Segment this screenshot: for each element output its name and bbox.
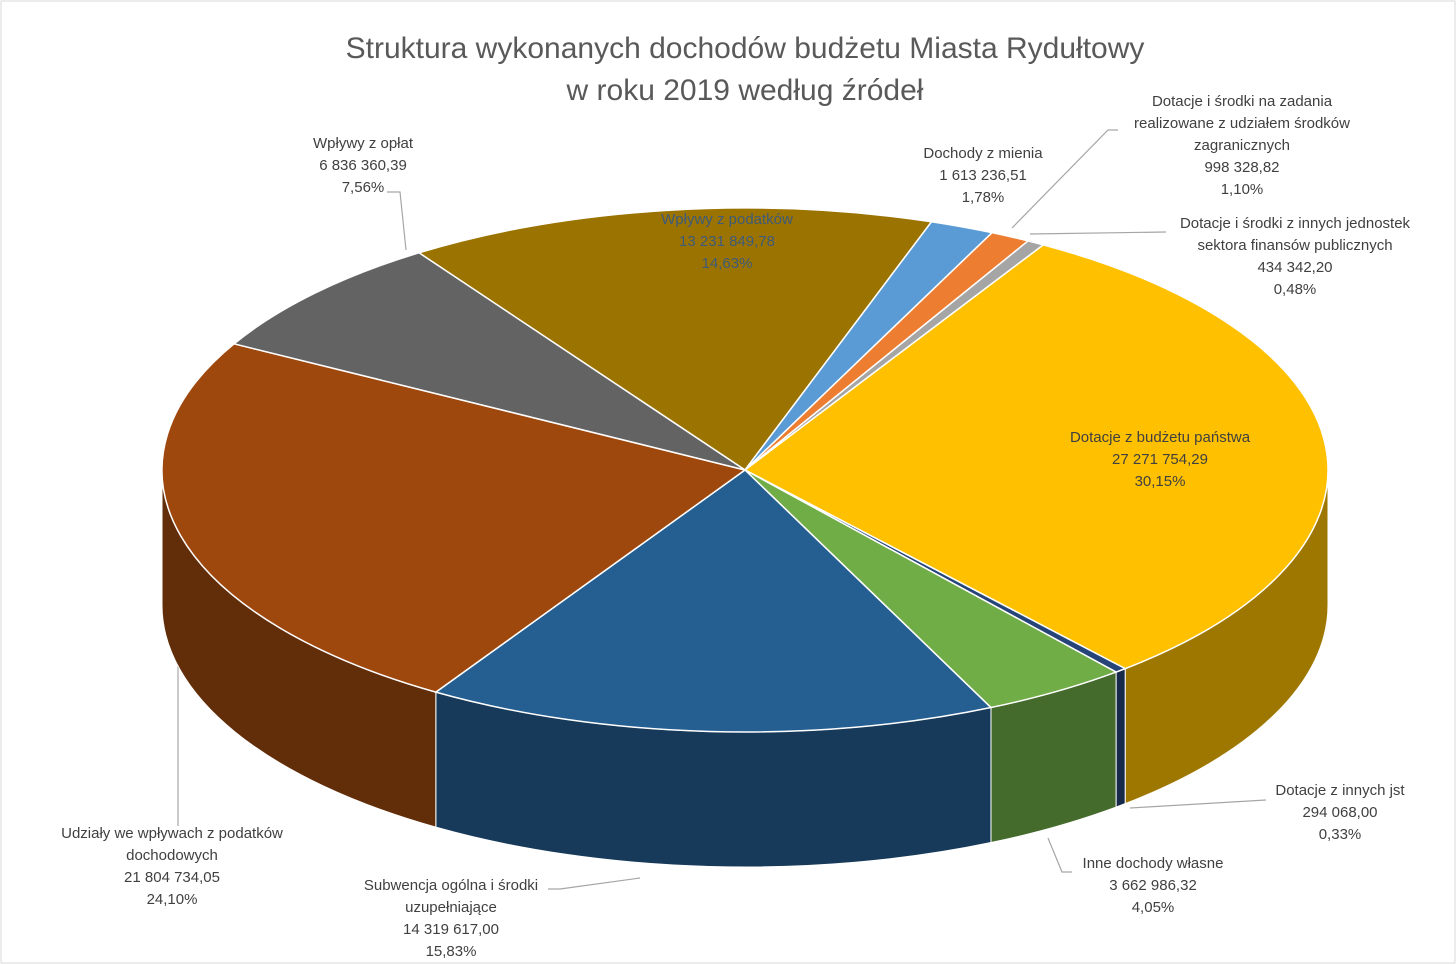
label-text: Dotacje z innych jst: [1275, 782, 1405, 799]
percent-label: 7,56%: [342, 179, 385, 196]
chart-title: Struktura wykonanych dochodów budżetu Mi…: [346, 32, 1145, 107]
leader-line: [1047, 837, 1072, 873]
percent-label: 0,33%: [1319, 826, 1362, 843]
slice-side: [1115, 667, 1126, 808]
data-label: Wpływy z opłat 6 836 360,39 7,56%: [313, 135, 414, 196]
value-label: 998 328,82: [1204, 159, 1279, 176]
slice-tops: [161, 207, 1329, 733]
label-text: Wpływy z opłat: [313, 135, 414, 152]
value-label: 294 068,00: [1302, 804, 1377, 821]
label-text: Udziały we wpływach z podatków dochodowyc…: [61, 825, 283, 864]
value-label: 1 613 236,51: [939, 167, 1027, 184]
percent-label: 1,10%: [1221, 181, 1264, 198]
value-label: 13 231 849,78: [679, 233, 775, 250]
percent-label: 0,48%: [1274, 281, 1317, 298]
leader-line: [387, 191, 407, 251]
label-text: Wpływy z podatków: [661, 211, 793, 228]
percent-label: 15,83%: [426, 943, 477, 960]
data-label: Dotacje i środki z innych jednostek sekto…: [1180, 215, 1411, 298]
value-label: 6 836 360,39: [319, 157, 407, 174]
value-label: 434 342,20: [1257, 259, 1332, 276]
value-label: 14 319 617,00: [403, 921, 499, 938]
value-label: 27 271 754,29: [1112, 451, 1208, 468]
data-labels: Wpływy z podatków 13 231 849,78 14,63% Doch…: [61, 93, 1410, 960]
label-text: Dotacje z budżetu państwa: [1070, 429, 1251, 446]
value-label: 3 662 986,32: [1109, 877, 1197, 894]
pie-slice: [743, 244, 1329, 670]
percent-label: 1,78%: [962, 189, 1005, 206]
pie-slice: [417, 207, 933, 472]
leader-line: [548, 877, 641, 890]
data-label: Udziały we wpływach z podatków dochodowyc…: [61, 825, 283, 908]
data-label: Inne dochody własne 3 662 986,32 4,05%: [1083, 855, 1224, 916]
label-text: Dochody z mienia: [923, 145, 1043, 162]
pie-slice: [232, 251, 746, 471]
percent-label: 30,15%: [1135, 473, 1186, 490]
leader-line: [1129, 799, 1267, 809]
label-text: Subwencja ogólna i środki uzupełniające: [364, 877, 538, 916]
data-label: Dotacje z budżetu państwa 27 271 754,29 30…: [1070, 429, 1251, 490]
pie-slice: [434, 469, 993, 733]
percent-label: 4,05%: [1132, 899, 1175, 916]
label-text: Inne dochody własne: [1083, 855, 1224, 872]
data-label: Wpływy z podatków 13 231 849,78 14,63%: [661, 211, 793, 272]
leader-line: [1029, 231, 1167, 235]
label-text: Dotacje i środki na zadania realizowane z…: [1134, 93, 1350, 154]
data-label: Dotacje z innych jst 294 068,00 0,33%: [1275, 782, 1405, 843]
data-label: Subwencja ogólna i środki uzupełniające 14…: [364, 877, 538, 960]
value-label: 21 804 734,05: [124, 869, 220, 886]
slice-sides: [161, 469, 1329, 868]
data-label: Dochody z mienia 1 613 236,51 1,78%: [923, 145, 1043, 206]
data-label: Dotacje i środki na zadania realizowane z…: [1134, 93, 1350, 198]
pie-slice: [161, 342, 747, 693]
leader-line: [1011, 129, 1118, 229]
label-text: Dotacje i środki z innych jednostek sekto…: [1180, 215, 1411, 254]
percent-label: 14,63%: [702, 255, 753, 272]
percent-label: 24,10%: [147, 891, 198, 908]
